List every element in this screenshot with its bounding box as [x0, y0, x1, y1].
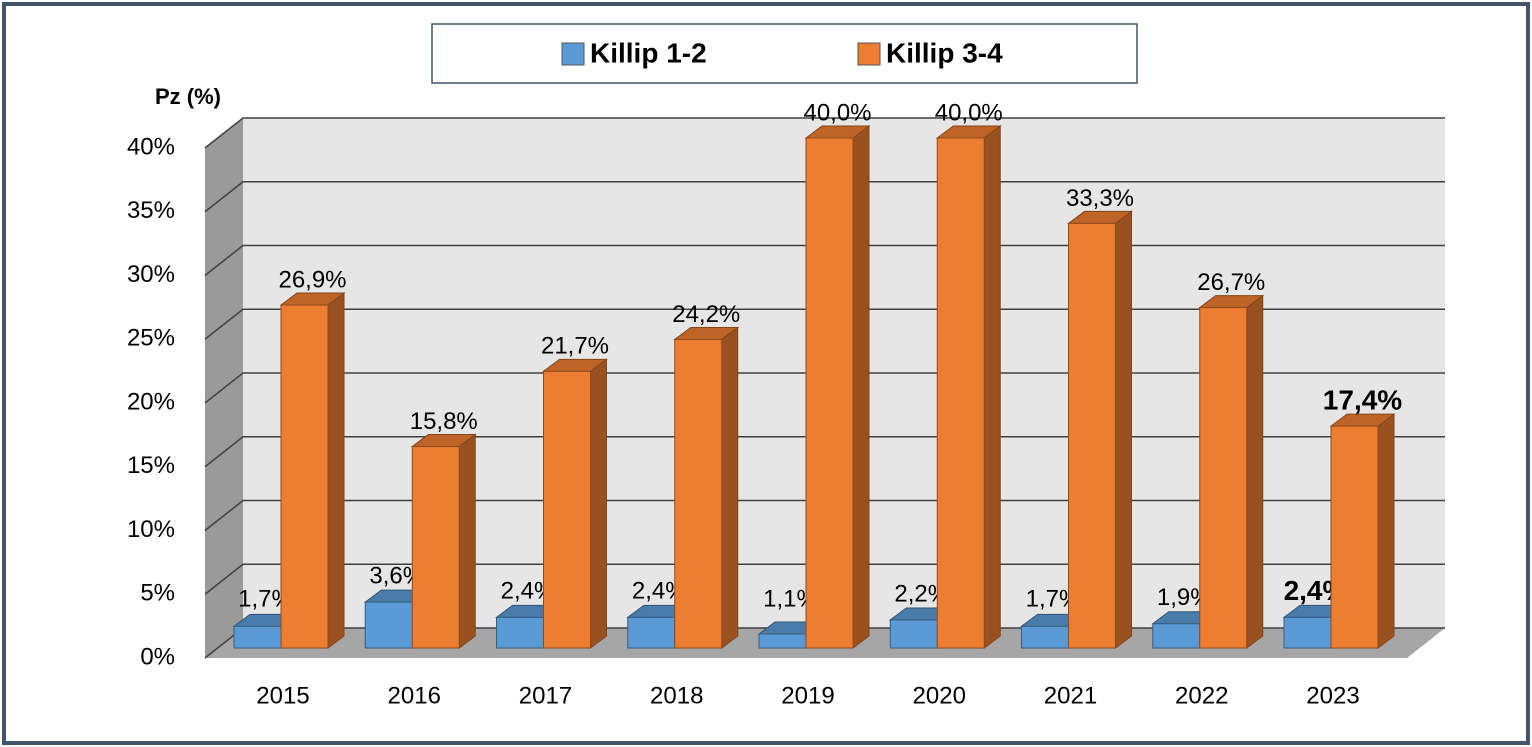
bar-face: [1199, 307, 1248, 649]
data-label: 26,7%: [1197, 269, 1265, 296]
bar-face: [936, 137, 985, 649]
x-tick-label: 2023: [1306, 682, 1359, 709]
bar-face: [590, 358, 607, 649]
bar-face: [889, 619, 938, 649]
grid-line: [204, 372, 1445, 404]
data-label: 21,7%: [541, 333, 609, 360]
bar: [804, 125, 871, 649]
x-tick-label: 2015: [256, 682, 309, 709]
bar-face: [233, 625, 282, 649]
bar-face: [543, 370, 591, 649]
bar: [1329, 413, 1396, 649]
bar-face: [758, 633, 807, 649]
y-tick-label: 35%: [127, 197, 175, 224]
bar-face: [458, 433, 476, 649]
y-tick-label: 30%: [127, 261, 175, 288]
x-tick-label: 2019: [781, 682, 834, 709]
bar-face: [496, 616, 544, 649]
bar-face: [1246, 294, 1264, 649]
bar-face: [983, 125, 1001, 649]
bar-face: [674, 338, 723, 649]
legend-box: [431, 23, 1138, 84]
y-tick-label: 20%: [127, 388, 175, 415]
y-tick-label: 15%: [127, 452, 175, 479]
data-label: 24,2%: [672, 301, 740, 328]
grid-line: [204, 308, 1445, 340]
bar: [1067, 210, 1133, 649]
bar-face: [1152, 623, 1201, 649]
bar-face: [627, 616, 676, 649]
bar-face: [327, 292, 345, 649]
bar-face: [1330, 425, 1379, 649]
data-label: 40,0%: [803, 99, 871, 126]
data-label: 40,0%: [935, 99, 1003, 126]
bar-face: [364, 601, 413, 649]
grid-line: [204, 563, 1445, 595]
y-tick-label: 0%: [140, 643, 175, 670]
bar-face: [411, 446, 460, 649]
grid-line: [204, 499, 1445, 532]
y-tick-label: 40%: [127, 133, 175, 160]
bar: [673, 326, 740, 649]
bar: [935, 125, 1002, 649]
data-label: 17,4%: [1323, 385, 1402, 416]
y-axis-label: Pz (%): [155, 84, 221, 109]
y-tick-label: 25%: [127, 325, 175, 352]
data-label: 33,3%: [1066, 185, 1134, 212]
x-tick-label: 2018: [650, 682, 703, 709]
legend-label: Killip 1-2: [590, 37, 707, 68]
data-label: 26,9%: [278, 266, 346, 293]
bar-face: [1115, 210, 1132, 649]
legend-label: Killip 3-4: [886, 37, 1003, 68]
bar: [410, 433, 477, 649]
grid-line: [204, 181, 1445, 213]
bar-face: [721, 326, 739, 649]
x-tick-label: 2017: [519, 682, 572, 709]
bar-face: [805, 137, 854, 649]
bar-face: [1377, 413, 1395, 649]
legend-swatch: [857, 42, 881, 66]
bar: [542, 358, 608, 649]
y-tick-label: 5%: [140, 580, 175, 607]
bar-face: [1283, 616, 1332, 649]
grid-line: [204, 436, 1445, 468]
x-tick-label: 2022: [1175, 682, 1228, 709]
bar-face: [280, 304, 329, 649]
x-tick-label: 2021: [1044, 682, 1097, 709]
bar-face: [852, 125, 870, 649]
bar: [1198, 294, 1265, 649]
bar-face: [1068, 222, 1116, 649]
bar-face: [1021, 625, 1069, 649]
legend-swatch: [561, 42, 585, 66]
x-tick-label: 2020: [913, 682, 966, 709]
x-tick-label: 2016: [388, 682, 441, 709]
data-label: 15,8%: [410, 408, 478, 435]
y-tick-label: 10%: [127, 516, 175, 543]
grid-line: [204, 244, 1445, 277]
grid-line: [204, 117, 1445, 149]
bar: [279, 292, 346, 649]
